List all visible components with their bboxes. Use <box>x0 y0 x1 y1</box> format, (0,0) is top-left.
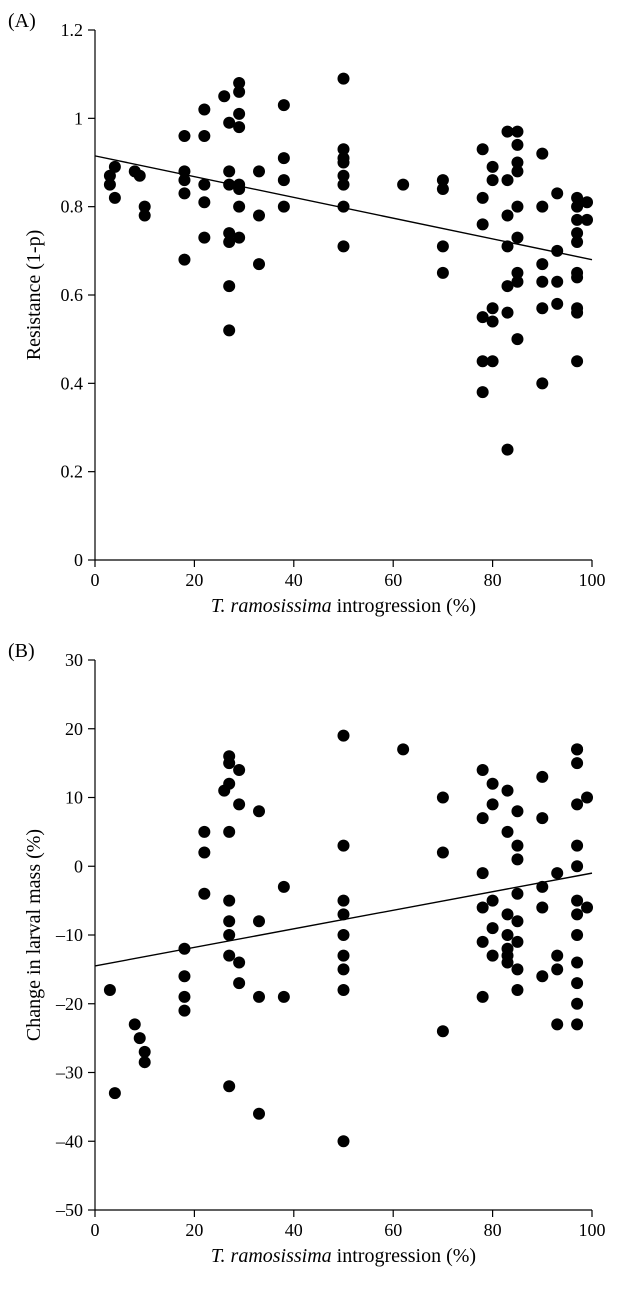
svg-text:0.4: 0.4 <box>61 373 84 393</box>
figure-container: (A) 02040608010000.20.40.60.811.2T. ramo… <box>0 0 622 1290</box>
svg-text:80: 80 <box>484 570 502 590</box>
svg-text:0.6: 0.6 <box>61 285 84 305</box>
panel-a-svg: 0 20 40 60 80 100 0 0.2 0.4 0.6 0.8 1 1.2 T. ramosiss… <box>0 10 622 630</box>
svg-text:40: 40 <box>285 570 303 590</box>
svg-text:1: 1 <box>74 108 83 128</box>
svg-text:20: 20 <box>185 570 203 590</box>
svg-text:0.8: 0.8 <box>61 197 84 217</box>
panel-a-label: (A) <box>8 10 36 33</box>
svg-text:0: 0 <box>91 1220 100 1240</box>
svg-text:T. ramosissima introgression (: T. ramosissima introgression (%) <box>211 595 476 617</box>
svg-text:0: 0 <box>91 570 100 590</box>
svg-text:100: 100 <box>579 1220 606 1240</box>
svg-text:0: 0 <box>74 550 83 570</box>
svg-text:–10: –10 <box>55 925 83 945</box>
svg-text:–50: –50 <box>55 1200 83 1220</box>
svg-text:20: 20 <box>185 1220 203 1240</box>
svg-text:30: 30 <box>65 650 83 670</box>
svg-text:0: 0 <box>74 856 83 876</box>
svg-text:100: 100 <box>579 570 606 590</box>
svg-text:–30: –30 <box>55 1063 83 1083</box>
svg-text:20: 20 <box>65 719 83 739</box>
svg-text:60: 60 <box>384 570 402 590</box>
svg-text:–40: –40 <box>55 1131 83 1151</box>
svg-text:40: 40 <box>285 1220 303 1240</box>
svg-text:0.2: 0.2 <box>61 462 84 482</box>
svg-text:10: 10 <box>65 788 83 808</box>
svg-text:Change in larval mass (%): Change in larval mass (%) <box>23 829 45 1041</box>
panel-a: (A) 0 20 40 60 80 100 0 0.2 0.4 0.6 0.8 1 1.2 T. ramo… <box>0 10 622 630</box>
panel-b-label: (B) <box>8 640 35 663</box>
svg-text:80: 80 <box>484 1220 502 1240</box>
panel-b-svg: 0 20 40 60 80 100 –50 –40 –30 –20 –10 0 10 20 30 T. ram… <box>0 640 622 1280</box>
svg-text:T. ramosissima introgression (: T. ramosissima introgression (%) <box>211 1245 476 1267</box>
svg-text:60: 60 <box>384 1220 402 1240</box>
svg-text:Resistance (1-p): Resistance (1-p) <box>23 230 45 361</box>
svg-text:1.2: 1.2 <box>61 20 84 40</box>
svg-text:–20: –20 <box>55 994 83 1014</box>
panel-b: (B) 0 20 40 60 80 100 –50 –40 –30 –20 –10 0 10 20 30 T.… <box>0 640 622 1280</box>
